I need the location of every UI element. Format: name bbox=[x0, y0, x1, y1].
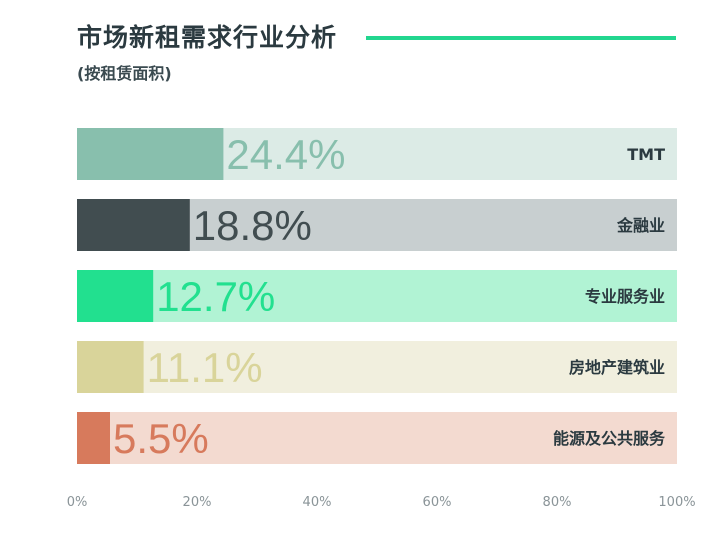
bar-category-label: TMT bbox=[627, 145, 665, 164]
bar-track bbox=[77, 270, 677, 322]
bar-category-label: 金融业 bbox=[616, 216, 665, 235]
page-subtitle: (按租赁面积) bbox=[77, 64, 172, 83]
bar bbox=[77, 128, 224, 180]
bar bbox=[77, 199, 190, 251]
bar-category-label: 专业服务业 bbox=[585, 287, 665, 306]
bar-track bbox=[77, 341, 677, 393]
title-accent-rule bbox=[366, 36, 676, 40]
bar bbox=[77, 341, 144, 393]
bar-value-label: 5.5% bbox=[113, 415, 209, 462]
bar bbox=[77, 412, 110, 464]
bar-track bbox=[77, 412, 677, 464]
x-tick-label: 100% bbox=[658, 495, 695, 510]
bar-category-label: 房地产建筑业 bbox=[569, 358, 665, 377]
bar-value-label: 18.8% bbox=[193, 202, 312, 249]
x-tick-label: 80% bbox=[543, 495, 572, 510]
bar bbox=[77, 270, 154, 322]
x-tick-label: 20% bbox=[183, 495, 212, 510]
page-title: 市场新租需求行业分析 bbox=[77, 23, 338, 52]
bar-value-label: 12.7% bbox=[156, 273, 275, 320]
bar-value-label: 11.1% bbox=[147, 344, 263, 391]
bar-category-label: 能源及公共服务 bbox=[553, 429, 666, 448]
x-tick-label: 60% bbox=[423, 495, 452, 510]
x-tick-label: 0% bbox=[67, 495, 88, 510]
bar-value-label: 24.4% bbox=[226, 131, 345, 178]
x-tick-label: 40% bbox=[303, 495, 332, 510]
